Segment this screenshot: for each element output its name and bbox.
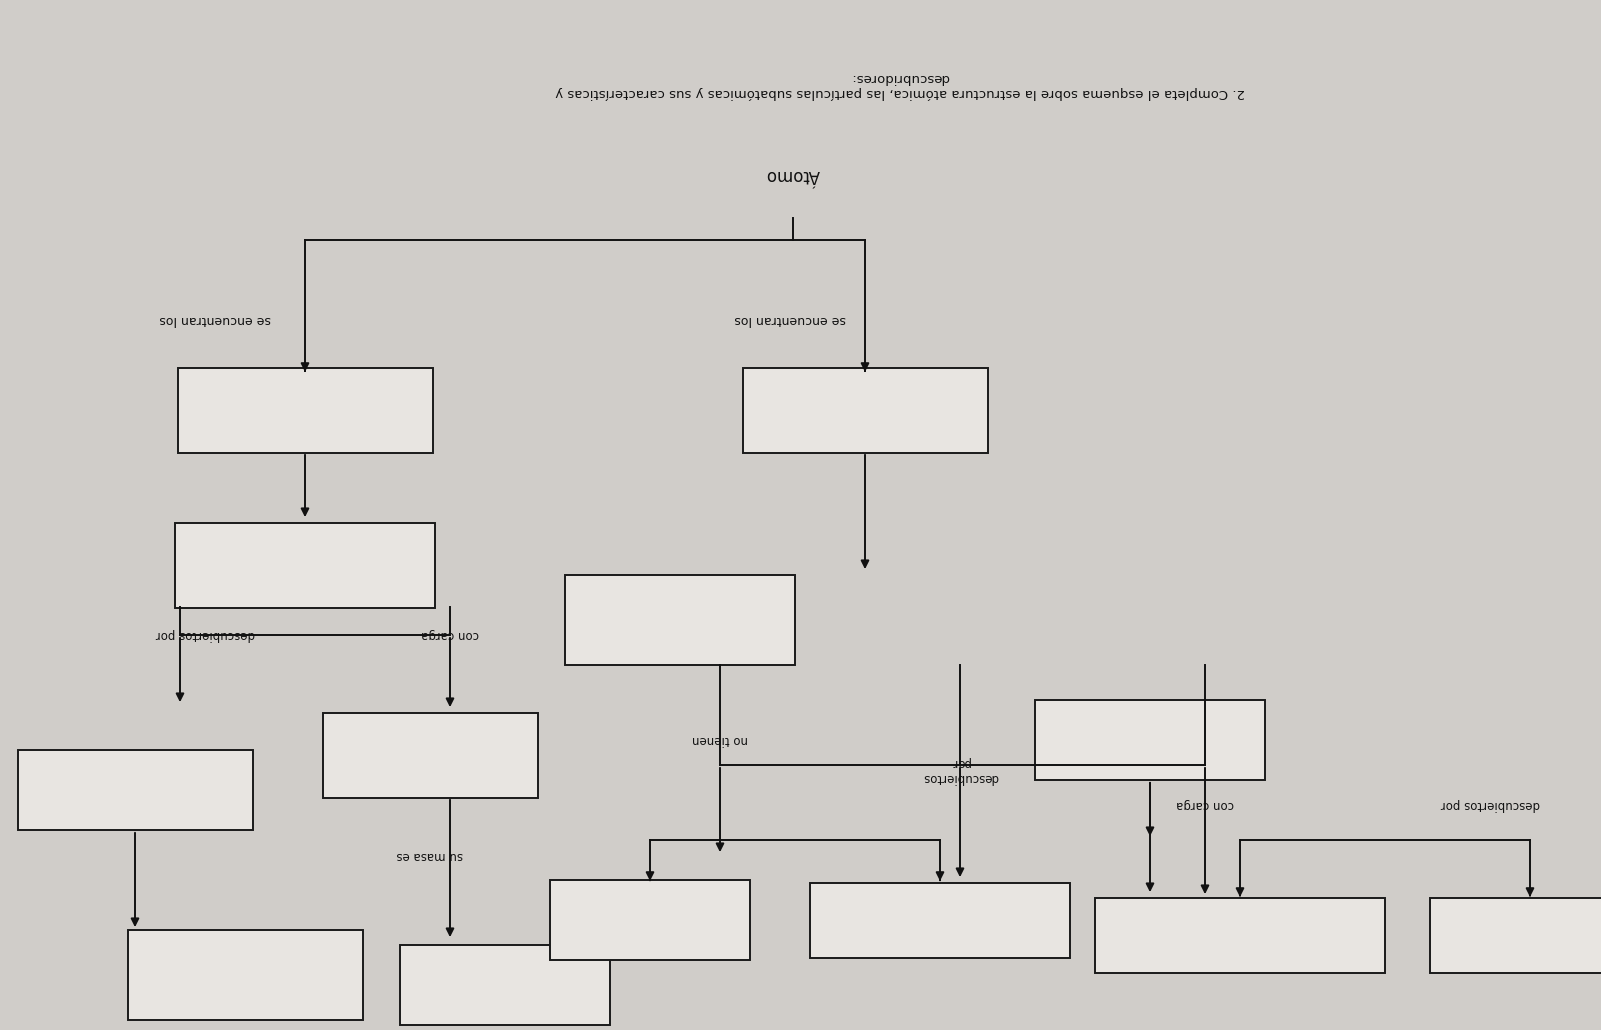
Bar	[322, 713, 538, 797]
Text: no tienen: no tienen	[692, 733, 748, 747]
Text: descubiertos por: descubiertos por	[1441, 798, 1540, 812]
Text: 2. Completa el esquema sobre la estructura atómica, las partículas subatómicas y: 2. Completa el esquema sobre la estructu…	[556, 71, 1246, 99]
Text: Átomo: Átomo	[765, 166, 820, 184]
Bar	[178, 368, 432, 452]
Text: descubiertos por: descubiertos por	[155, 628, 255, 642]
Bar	[18, 750, 253, 830]
Text: descubiertos
por: descubiertos por	[922, 756, 997, 784]
Bar	[565, 575, 796, 665]
Text: se encuentran los: se encuentran los	[158, 313, 271, 327]
Bar	[1034, 700, 1265, 780]
Text: se encuentran los: se encuentran los	[735, 313, 845, 327]
Bar	[1095, 897, 1385, 972]
Bar	[175, 522, 435, 608]
Bar	[128, 930, 362, 1020]
Bar	[1430, 897, 1601, 972]
Bar	[551, 880, 749, 960]
Text: su masa es: su masa es	[397, 849, 463, 861]
Bar	[810, 883, 1069, 958]
Bar	[400, 945, 610, 1025]
Bar	[743, 368, 988, 452]
Text: con carga: con carga	[421, 628, 479, 642]
Text: con carga: con carga	[1177, 798, 1234, 812]
